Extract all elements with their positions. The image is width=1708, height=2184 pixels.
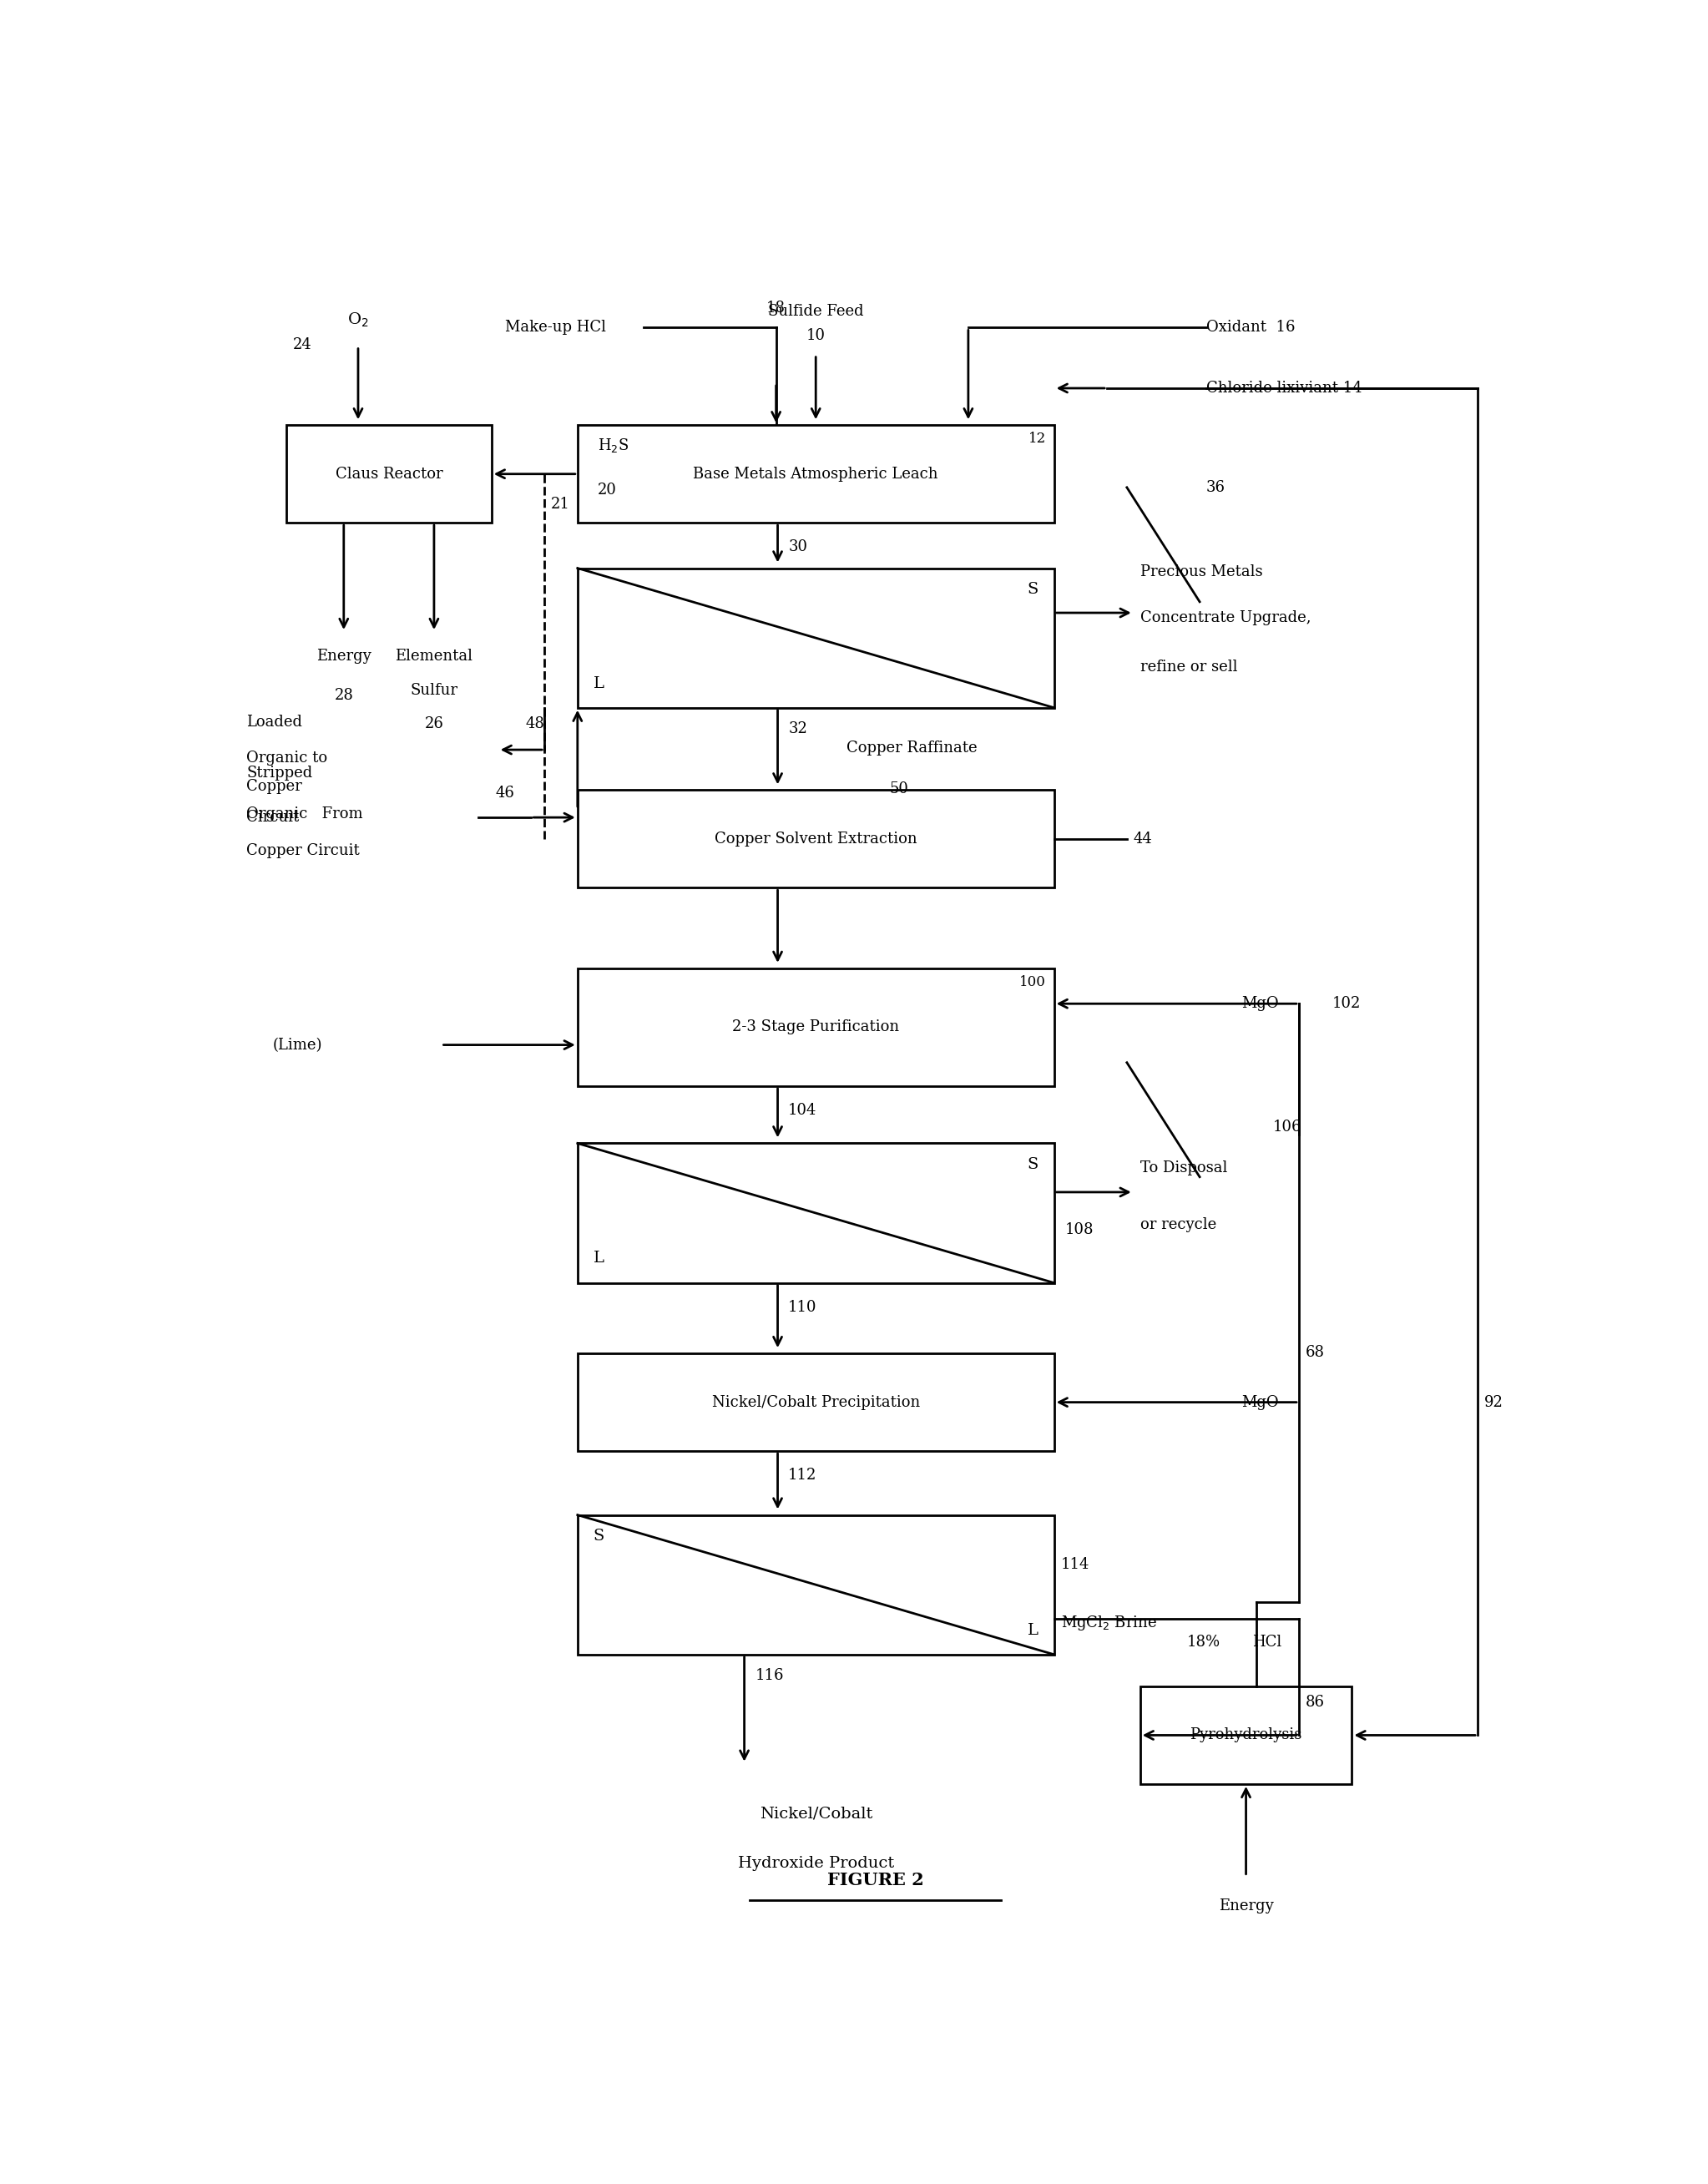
Text: 21: 21 <box>552 496 570 511</box>
Text: Copper Circuit: Copper Circuit <box>246 843 360 858</box>
Text: Organic to: Organic to <box>246 751 328 767</box>
Bar <box>577 968 1054 1085</box>
Text: Energy: Energy <box>316 649 371 664</box>
Text: Make-up HCl: Make-up HCl <box>506 321 606 334</box>
Text: Nickel/Cobalt: Nickel/Cobalt <box>760 1806 873 1821</box>
Text: 32: 32 <box>789 721 808 736</box>
Text: refine or sell: refine or sell <box>1141 660 1237 675</box>
Text: Sulfur: Sulfur <box>410 681 458 697</box>
Text: 92: 92 <box>1484 1396 1503 1411</box>
Bar <box>577 791 1054 887</box>
Text: Copper Raffinate: Copper Raffinate <box>845 740 977 756</box>
Text: Loaded: Loaded <box>246 714 302 729</box>
Text: Circuit: Circuit <box>246 810 299 826</box>
Text: 110: 110 <box>789 1299 816 1315</box>
Text: Oxidant  16: Oxidant 16 <box>1206 321 1295 334</box>
Text: 46: 46 <box>495 786 514 802</box>
Text: 68: 68 <box>1305 1345 1325 1361</box>
Text: Concentrate Upgrade,: Concentrate Upgrade, <box>1141 609 1310 625</box>
Text: 24: 24 <box>294 336 313 352</box>
Bar <box>577 1516 1054 1655</box>
Text: MgO: MgO <box>1242 1396 1279 1411</box>
Text: 26: 26 <box>425 716 444 732</box>
Text: 18: 18 <box>767 301 786 317</box>
Text: Copper Solvent Extraction: Copper Solvent Extraction <box>714 832 917 847</box>
Text: L: L <box>1027 1623 1038 1638</box>
Text: S: S <box>1027 581 1038 596</box>
Bar <box>1141 1686 1353 1784</box>
Text: 104: 104 <box>789 1103 816 1118</box>
Text: O$_2$: O$_2$ <box>347 312 369 330</box>
Text: Copper: Copper <box>246 780 302 795</box>
Text: 18%: 18% <box>1187 1634 1221 1649</box>
Text: Nickel/Cobalt Precipitation: Nickel/Cobalt Precipitation <box>712 1396 921 1411</box>
Text: 102: 102 <box>1332 996 1361 1011</box>
Text: 2-3 Stage Purification: 2-3 Stage Purification <box>733 1020 900 1035</box>
Text: HCl: HCl <box>1252 1634 1283 1649</box>
Text: H$_2$S: H$_2$S <box>598 437 629 454</box>
Bar <box>577 426 1054 522</box>
Text: Chloride lixiviant 14: Chloride lixiviant 14 <box>1206 380 1361 395</box>
Text: 106: 106 <box>1272 1120 1301 1136</box>
Text: Hydroxide Product: Hydroxide Product <box>738 1856 893 1872</box>
Text: 10: 10 <box>806 328 825 343</box>
Text: FIGURE 2: FIGURE 2 <box>827 1872 924 1889</box>
Text: 44: 44 <box>1134 832 1153 847</box>
Text: 20: 20 <box>598 483 617 498</box>
Text: 48: 48 <box>526 716 545 732</box>
Text: Precious Metals: Precious Metals <box>1141 563 1262 579</box>
Text: L: L <box>593 675 605 690</box>
Text: 100: 100 <box>1020 974 1045 989</box>
Text: (Lime): (Lime) <box>273 1037 323 1053</box>
Bar <box>287 426 492 522</box>
Text: MgCl$_2$ Brine: MgCl$_2$ Brine <box>1061 1614 1156 1631</box>
Text: 28: 28 <box>335 688 354 703</box>
Text: Organic   From: Organic From <box>246 806 364 821</box>
Text: 12: 12 <box>1028 432 1045 446</box>
Text: Claus Reactor: Claus Reactor <box>335 467 442 480</box>
Bar <box>577 1354 1054 1450</box>
Text: 116: 116 <box>755 1669 784 1684</box>
Text: Base Metals Atmospheric Leach: Base Metals Atmospheric Leach <box>693 467 938 480</box>
Text: Elemental: Elemental <box>395 649 473 664</box>
Text: Stripped: Stripped <box>246 764 313 780</box>
Text: 50: 50 <box>890 782 909 797</box>
Text: or recycle: or recycle <box>1141 1216 1216 1232</box>
Text: 36: 36 <box>1206 480 1225 496</box>
Text: Sulfide Feed: Sulfide Feed <box>769 304 864 319</box>
Bar <box>577 568 1054 708</box>
Text: L: L <box>593 1251 605 1267</box>
Text: S: S <box>593 1529 605 1544</box>
Text: Energy: Energy <box>1218 1898 1274 1913</box>
Text: MgO: MgO <box>1242 996 1279 1011</box>
Text: Pyrohydrolysis: Pyrohydrolysis <box>1190 1728 1301 1743</box>
Bar <box>577 1142 1054 1282</box>
Text: S: S <box>1027 1158 1038 1173</box>
Text: 108: 108 <box>1064 1223 1093 1238</box>
Text: 30: 30 <box>789 539 808 555</box>
Text: 112: 112 <box>789 1468 816 1483</box>
Text: To Disposal: To Disposal <box>1141 1160 1228 1175</box>
Text: 114: 114 <box>1061 1557 1090 1572</box>
Text: 86: 86 <box>1305 1695 1325 1710</box>
